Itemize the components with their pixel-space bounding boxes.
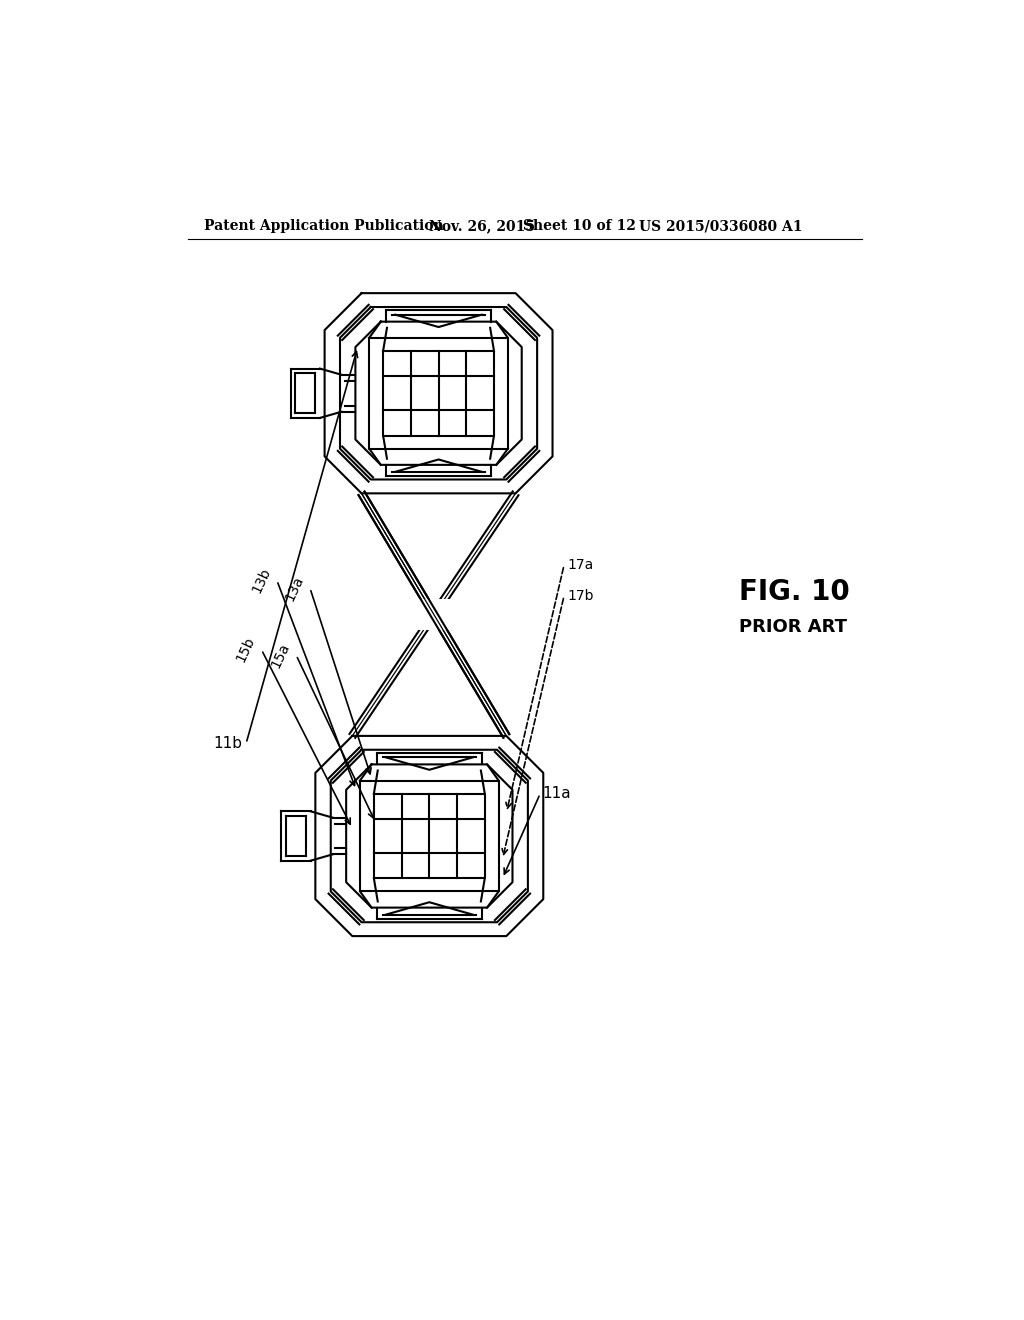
Text: 11b: 11b	[213, 737, 243, 751]
Text: 15b: 15b	[233, 635, 258, 665]
Text: 13a: 13a	[283, 573, 306, 603]
Text: PRIOR ART: PRIOR ART	[739, 618, 847, 635]
Text: Patent Application Publication: Patent Application Publication	[204, 219, 443, 234]
Bar	[403, 599, 465, 630]
Text: 11a: 11a	[543, 787, 571, 801]
Text: Sheet 10 of 12: Sheet 10 of 12	[523, 219, 636, 234]
Text: US 2015/0336080 A1: US 2015/0336080 A1	[639, 219, 802, 234]
Text: Nov. 26, 2015: Nov. 26, 2015	[429, 219, 536, 234]
Text: FIG. 10: FIG. 10	[739, 578, 850, 606]
Text: 13b: 13b	[249, 565, 273, 595]
Text: 15a: 15a	[268, 640, 292, 671]
Text: 17a: 17a	[568, 558, 594, 572]
Text: 17b: 17b	[568, 589, 594, 603]
